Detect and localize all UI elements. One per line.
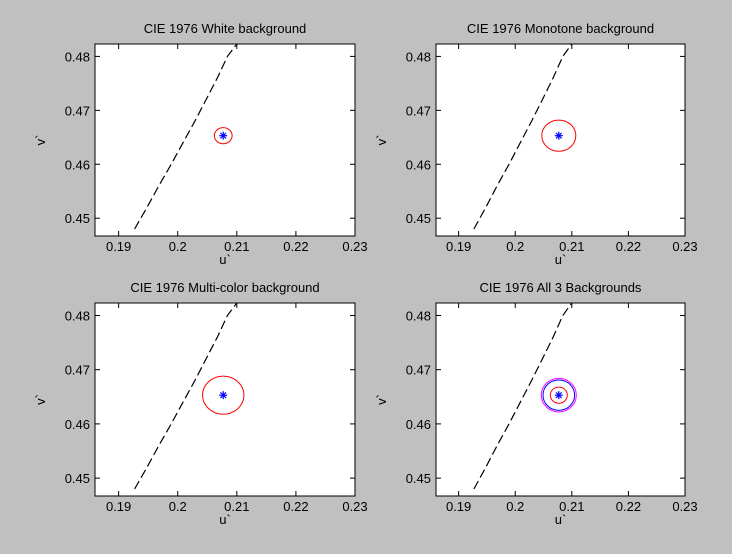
center-marker	[219, 391, 228, 400]
x-tick-label: 0.23	[672, 239, 697, 254]
plot-area	[95, 303, 355, 496]
x-axis-label: u`	[219, 512, 231, 527]
y-tick-label: 0.47	[406, 363, 431, 378]
ellipse	[542, 379, 576, 411]
x-tick-label: 0.2	[169, 239, 187, 254]
ellipse	[540, 377, 577, 413]
x-tick-label: 0.19	[446, 499, 471, 514]
spectral-locus-line	[473, 44, 573, 230]
y-tick-label: 0.47	[406, 103, 431, 118]
x-tick-label: 0.19	[106, 499, 131, 514]
subplot-title: CIE 1976 Monotone background	[467, 21, 654, 36]
axes-box	[435, 43, 686, 237]
y-axis-label: v`	[33, 135, 48, 146]
ellipse	[202, 375, 245, 415]
x-tick-label: 0.21	[224, 499, 249, 514]
y-tick-label: 0.45	[406, 211, 431, 226]
x-tick-label: 0.23	[342, 499, 367, 514]
x-tick-label: 0.22	[283, 239, 308, 254]
subplot-title: CIE 1976 White background	[144, 21, 307, 36]
y-tick-label: 0.47	[65, 363, 90, 378]
y-axis-label: v`	[33, 394, 48, 405]
y-axis-label: v`	[374, 135, 389, 146]
spectral-locus-line	[473, 303, 573, 490]
x-tick-label: 0.2	[506, 239, 524, 254]
center-marker	[554, 391, 563, 400]
y-axis-label: v`	[374, 394, 389, 405]
x-tick-label: 0.22	[283, 499, 308, 514]
axes-box	[94, 43, 356, 237]
center-marker	[554, 131, 563, 140]
y-tick-label: 0.46	[65, 417, 90, 432]
axes-box	[94, 302, 356, 497]
x-axis-label: u`	[219, 252, 231, 267]
ellipse	[541, 119, 577, 152]
x-tick-label: 0.22	[616, 499, 641, 514]
x-axis-label: u`	[555, 252, 567, 267]
plot-area	[436, 44, 685, 236]
y-tick-label: 0.48	[406, 49, 431, 64]
x-tick-label: 0.21	[559, 499, 584, 514]
y-tick-label: 0.45	[65, 211, 90, 226]
y-tick-label: 0.48	[406, 308, 431, 323]
y-tick-label: 0.45	[65, 471, 90, 486]
y-tick-label: 0.46	[65, 157, 90, 172]
subplot-all-backgrounds: 0.19 0.2 0.21 0.22 0.23 0.45 0.46 0.47 0.48 CIE 1…	[374, 280, 698, 527]
y-tick-label: 0.48	[65, 308, 90, 323]
y-tick-label: 0.45	[406, 471, 431, 486]
axes-box	[435, 302, 686, 497]
x-axis-label: u`	[555, 512, 567, 527]
subplot-multicolor: 0.19 0.2 0.21 0.22 0.23 0.45 0.46 0.47 0.48 CIE 1…	[33, 280, 368, 527]
x-tick-label: 0.19	[106, 239, 131, 254]
marker-stroke	[555, 391, 563, 399]
x-tick-label: 0.22	[616, 239, 641, 254]
subplot-title: CIE 1976 All 3 Backgrounds	[480, 280, 642, 295]
y-tick-label: 0.48	[65, 49, 90, 64]
ellipse	[549, 386, 568, 404]
x-tick-label: 0.2	[169, 499, 187, 514]
y-tick-label: 0.46	[406, 157, 431, 172]
x-tick-label: 0.21	[224, 239, 249, 254]
subplot-monotone: 0.19 0.2 0.21 0.22 0.23 0.45 0.46 0.47 0.48 CIE 1…	[374, 21, 698, 267]
y-tick-label: 0.46	[406, 417, 431, 432]
x-tick-label: 0.2	[506, 499, 524, 514]
x-tick-label: 0.21	[559, 239, 584, 254]
center-marker	[219, 131, 228, 140]
subplot-title: CIE 1976 Multi-color background	[130, 280, 319, 295]
plot-area	[95, 44, 355, 236]
marker-stroke	[220, 132, 227, 139]
y-tick-label: 0.47	[65, 103, 90, 118]
ellipse	[213, 127, 233, 145]
x-tick-label: 0.23	[672, 499, 697, 514]
plot-area	[436, 303, 685, 496]
spectral-locus-line	[134, 44, 238, 230]
marker-stroke	[220, 391, 227, 399]
marker-stroke	[555, 132, 563, 139]
spectral-locus-line	[134, 303, 238, 490]
x-tick-label: 0.23	[342, 239, 367, 254]
x-tick-label: 0.19	[446, 239, 471, 254]
subplot-white: 0.19 0.2 0.21 0.22 0.23 0.45 0.46 0.47 0.48 CIE 1…	[33, 21, 368, 267]
